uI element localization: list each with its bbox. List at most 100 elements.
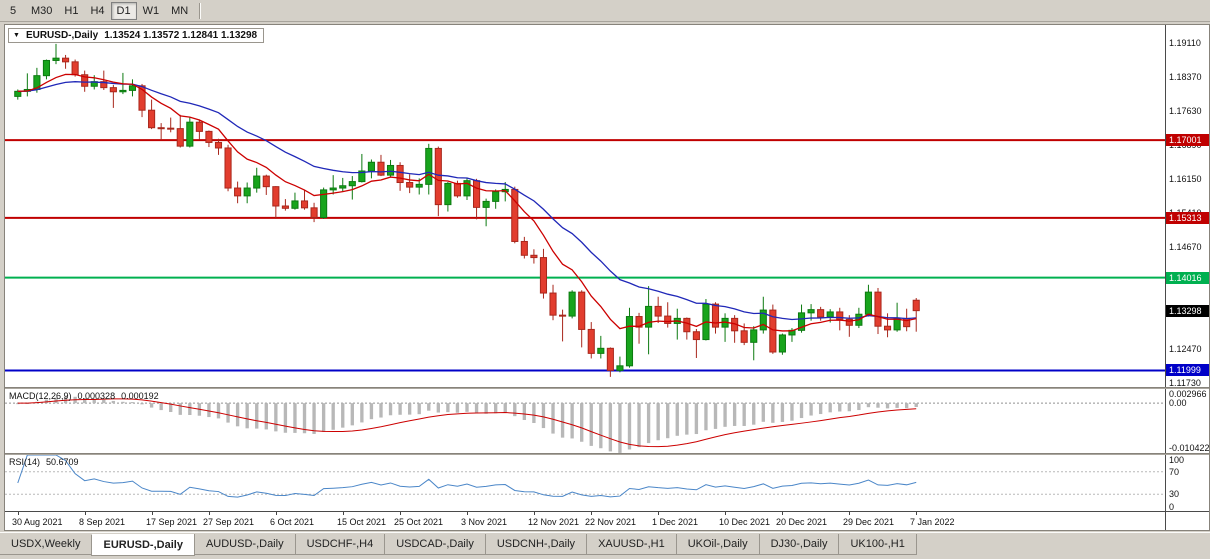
- candle: [406, 182, 414, 188]
- macd-histogram-bar: [494, 403, 498, 414]
- pane-divider-macd[interactable]: [5, 387, 1209, 389]
- macd-histogram-bar: [828, 403, 832, 413]
- timeframe-button-mn[interactable]: MN: [171, 4, 189, 17]
- macd-axis[interactable]: 0.002966 0.00 -0.010422: [1165, 389, 1209, 453]
- candle: [759, 309, 767, 331]
- candle: [62, 57, 70, 63]
- candle: [511, 188, 519, 242]
- rsi-plot[interactable]: RSI(14) 50.6709: [5, 455, 1165, 511]
- time-axis-label: 22 Nov 2021: [585, 517, 637, 527]
- candle: [797, 312, 806, 331]
- price-axis-label: 1.18370: [1169, 72, 1202, 83]
- chart-tab-audusd-daily[interactable]: AUDUSD-,Daily: [193, 534, 296, 555]
- chart-window: ▼ EURUSD-,Daily 1.13524 1.13572 1.12841 …: [4, 24, 1210, 531]
- candle: [310, 207, 318, 219]
- chart-tab-usdcnh-daily[interactable]: USDCNH-,Daily: [484, 534, 588, 555]
- candle: [597, 347, 605, 354]
- chart-tab-eurusd-daily[interactable]: EURUSD-,Daily: [91, 534, 195, 556]
- time-axis-label: 7 Jan 2022: [910, 517, 955, 527]
- macd-histogram-bar: [321, 403, 326, 432]
- timeframe-button-5[interactable]: 5: [9, 4, 17, 17]
- time-axis-tick: [85, 512, 86, 515]
- axis-corner: [1165, 512, 1209, 530]
- macd-chart-canvas[interactable]: [5, 389, 1165, 453]
- time-axis-tick: [782, 512, 783, 515]
- chart-tab-ukoil-daily[interactable]: UKOil-,Daily: [675, 534, 760, 555]
- macd-histogram-bar: [159, 403, 163, 411]
- candle: [549, 292, 557, 316]
- macd-histogram-bar: [446, 403, 450, 413]
- price-chart-canvas[interactable]: [5, 25, 1165, 387]
- macd-histogram-bar: [857, 403, 861, 411]
- candle: [692, 331, 700, 341]
- chart-symbol-label: EURUSD-,Daily: [25, 30, 99, 41]
- macd-histogram-bar: [503, 403, 507, 413]
- candle: [415, 183, 423, 188]
- candle: [740, 330, 748, 343]
- macd-histogram-bar: [551, 403, 555, 434]
- macd-histogram-bar: [685, 403, 689, 435]
- macd-histogram-bar: [465, 403, 469, 412]
- macd-histogram-bar: [618, 403, 622, 453]
- chart-tab-uk100-h1[interactable]: UK100-,H1: [838, 534, 917, 555]
- timeframe-toolbar: 5 M30 H1 H4 D1 W1 MN: [0, 0, 1210, 22]
- macd-histogram-bar: [580, 403, 584, 442]
- time-axis-label: 8 Sep 2021: [79, 517, 126, 527]
- price-axis[interactable]: 1.191101.183701.176301.168901.161501.154…: [1165, 25, 1209, 387]
- macd-plot[interactable]: MACD(12,26,9) 0.000328 0.000192: [5, 389, 1165, 453]
- rsi-axis[interactable]: 100 70 30 0: [1165, 455, 1209, 511]
- price-axis-label: 1.14670: [1169, 242, 1202, 253]
- candle: [616, 365, 624, 371]
- macd-histogram-bar: [149, 403, 154, 408]
- pane-divider-rsi[interactable]: [5, 453, 1209, 455]
- candle: [186, 121, 194, 147]
- price-level-badge: 1.14016: [1166, 272, 1209, 284]
- collapse-triangle-icon[interactable]: ▼: [13, 31, 20, 39]
- price-plot[interactable]: ▼ EURUSD-,Daily 1.13524 1.13572 1.12841 …: [5, 25, 1165, 387]
- macd-histogram-bar: [369, 403, 374, 420]
- time-axis-label: 27 Sep 2021: [203, 517, 255, 527]
- macd-histogram-bar: [111, 400, 116, 404]
- chart-tab-usdx-weekly[interactable]: USDX,Weekly: [0, 534, 93, 555]
- chart-tab-usdcad-daily[interactable]: USDCAD-,Daily: [384, 534, 486, 555]
- macd-histogram-bar: [866, 403, 871, 408]
- candle: [348, 181, 356, 187]
- time-axis-label: 29 Dec 2021: [843, 517, 895, 527]
- macd-histogram-bar: [245, 403, 249, 429]
- candle: [826, 311, 834, 318]
- candle: [807, 309, 815, 314]
- macd-histogram-bar: [341, 403, 345, 428]
- time-axis-tick: [534, 512, 535, 515]
- candle: [119, 89, 127, 93]
- timeframe-button-h1[interactable]: H1: [64, 4, 79, 17]
- candle: [396, 164, 404, 184]
- chart-tab-dj30-daily[interactable]: DJ30-,Daily: [758, 534, 840, 555]
- macd-histogram-bar: [713, 403, 718, 429]
- price-level-badge: 1.15313: [1166, 212, 1209, 224]
- chart-tab-usdchf-h4[interactable]: USDCHF-,H4: [294, 534, 386, 555]
- candle: [214, 141, 223, 149]
- macd-histogram-bar: [818, 403, 823, 415]
- candle: [482, 200, 490, 208]
- macd-histogram-bar: [570, 403, 574, 439]
- macd-histogram-bar: [541, 403, 546, 429]
- time-axis-label: 10 Dec 2021: [719, 517, 771, 527]
- time-axis[interactable]: 30 Aug 2021 8 Sep 2021 17 Sep 2021 27 Sep 2…: [5, 512, 1165, 530]
- timeframe-button-h4[interactable]: H4: [90, 4, 105, 17]
- candle: [912, 299, 920, 312]
- rsi-chart-canvas[interactable]: [5, 455, 1165, 511]
- macd-histogram-bar: [226, 403, 230, 423]
- macd-histogram-bar: [398, 403, 402, 415]
- candle: [530, 254, 538, 259]
- macd-histogram-bar: [723, 403, 727, 427]
- candle: [836, 311, 844, 320]
- time-axis-tick: [725, 512, 726, 515]
- macd-histogram-bar: [532, 403, 536, 424]
- moving-average-line: [17, 73, 917, 332]
- chart-tab-xauusd-h1[interactable]: XAUUSD-,H1: [586, 534, 677, 555]
- timeframe-button-m30[interactable]: M30: [31, 4, 53, 17]
- chart-title[interactable]: ▼ EURUSD-,Daily 1.13524 1.13572 1.12841 …: [8, 28, 265, 43]
- timeframe-button-w1[interactable]: W1: [142, 4, 160, 17]
- candle: [109, 87, 117, 93]
- timeframe-button-d1[interactable]: D1: [110, 1, 137, 20]
